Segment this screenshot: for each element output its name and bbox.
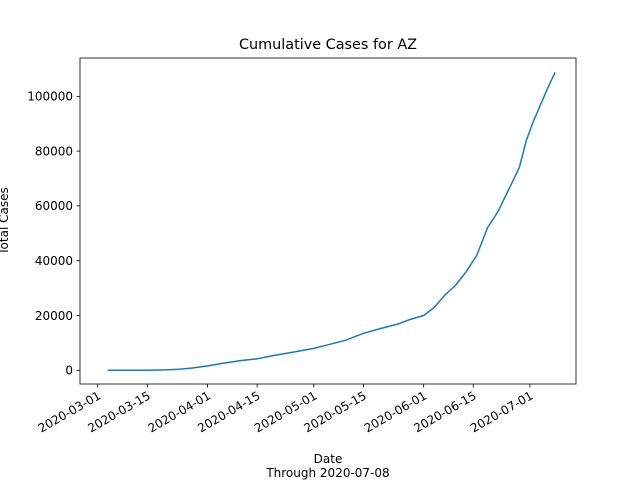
y-tick-label: 0 — [65, 364, 73, 378]
y-tick-label: 20000 — [35, 309, 73, 323]
x-axis-ticks: 2020-03-012020-03-152020-04-012020-04-15… — [36, 384, 535, 435]
y-tick-label: 60000 — [35, 199, 73, 213]
x-axis-sublabel: Through 2020-07-08 — [265, 466, 389, 480]
plot-frame — [79, 57, 577, 385]
y-tick-label: 40000 — [35, 254, 73, 268]
y-tick-label: 100000 — [27, 90, 73, 104]
y-axis-label: Total Cases — [0, 187, 11, 255]
x-tick-label: 2020-07-01 — [468, 388, 535, 435]
y-tick-label: 80000 — [35, 144, 73, 158]
y-axis-ticks: 0 20000 40000 60000 80000 100000 — [27, 90, 80, 378]
series-line — [107, 72, 556, 372]
x-axis-label: Date — [314, 452, 343, 466]
chart-title: Cumulative Cases for AZ — [239, 37, 417, 53]
